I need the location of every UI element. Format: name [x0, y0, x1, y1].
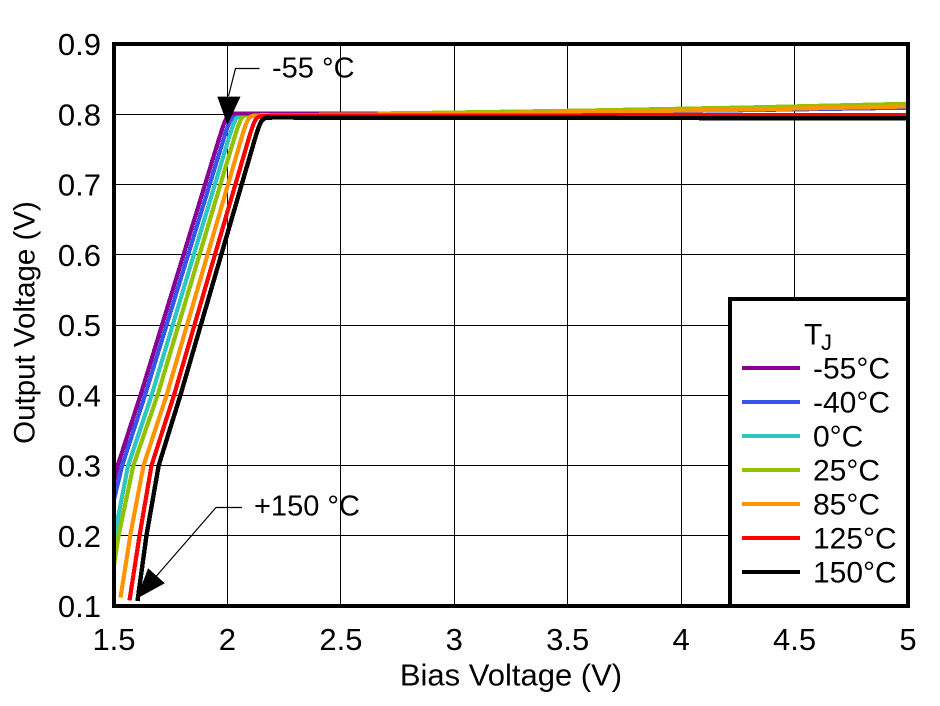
svg-text:T: T: [804, 319, 822, 352]
svg-text:0.7: 0.7: [58, 168, 101, 203]
svg-text:+150 °C: +150 °C: [254, 491, 360, 523]
svg-text:0°C: 0°C: [813, 421, 863, 454]
svg-text:0.9: 0.9: [58, 27, 101, 62]
svg-text:4.5: 4.5: [773, 622, 816, 657]
svg-text:0.4: 0.4: [58, 378, 101, 413]
svg-text:-55°C: -55°C: [813, 353, 890, 386]
svg-text:3.5: 3.5: [546, 622, 589, 657]
svg-text:0.1: 0.1: [58, 589, 101, 624]
svg-text:Bias Voltage (V): Bias Voltage (V): [400, 658, 622, 693]
svg-text:-55 °C: -55 °C: [272, 53, 355, 85]
svg-text:2.5: 2.5: [319, 622, 362, 657]
svg-text:Output Voltage (V): Output Voltage (V): [9, 201, 42, 444]
svg-text:150°C: 150°C: [813, 557, 897, 590]
svg-text:J: J: [821, 330, 832, 355]
svg-text:125°C: 125°C: [813, 523, 897, 556]
svg-text:85°C: 85°C: [813, 489, 880, 522]
svg-text:0.2: 0.2: [58, 519, 101, 554]
svg-text:-40°C: -40°C: [813, 387, 890, 420]
svg-text:1.5: 1.5: [92, 622, 135, 657]
svg-text:2: 2: [219, 622, 236, 657]
svg-text:0.6: 0.6: [58, 238, 101, 273]
svg-text:3: 3: [446, 622, 463, 657]
svg-text:4: 4: [672, 622, 689, 657]
svg-text:0.3: 0.3: [58, 449, 101, 484]
svg-text:0.5: 0.5: [58, 308, 101, 343]
svg-text:0.8: 0.8: [58, 97, 101, 132]
svg-text:25°C: 25°C: [813, 455, 880, 488]
svg-text:5: 5: [899, 622, 916, 657]
